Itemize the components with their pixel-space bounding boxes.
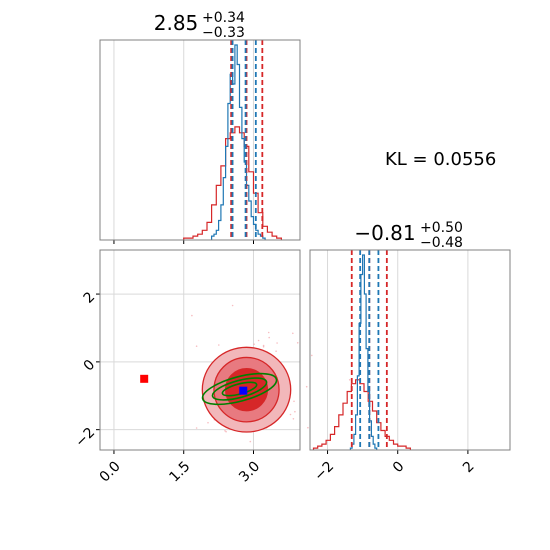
joint-ytick-label-0: −2: [72, 425, 98, 451]
joint-sample-point: [276, 342, 278, 344]
kl-label: KL = 0.0556: [385, 149, 496, 170]
param2-tick-label-2: 2: [460, 458, 478, 476]
param2-tick-label-1: 0: [390, 458, 408, 476]
joint-sample-point: [267, 331, 270, 334]
joint-contour-b-0: [201, 372, 278, 406]
joint-sample-point: [195, 427, 198, 429]
joint-sample-point: [292, 332, 294, 335]
param1-title-minus: −0.33: [202, 25, 245, 41]
joint-sample-point: [253, 343, 255, 346]
joint-sample-point: [257, 339, 260, 342]
joint-sample-point: [218, 344, 220, 346]
joint-sample-point: [294, 410, 296, 413]
param2-title-minus: −0.48: [420, 235, 463, 251]
param1-frame: [99, 39, 301, 241]
joint-xtick-label-1: 1.5: [166, 458, 193, 485]
joint-frame: [99, 249, 301, 451]
param1-title-plus: +0.34: [202, 10, 245, 26]
joint-sample-point: [191, 314, 193, 317]
joint-sample-point: [249, 440, 252, 443]
joint-sample-point: [224, 430, 226, 432]
joint-sample-point: [275, 350, 277, 353]
param2-histogram-panel: −2 0 2: [309, 249, 511, 484]
param1-histogram-panel: [99, 39, 301, 244]
joint-sample-point: [296, 342, 299, 344]
joint-sample-point: [311, 354, 313, 357]
joint-ytick-label-2: 2: [81, 289, 99, 307]
param1-hist-b: [211, 44, 266, 240]
param2-hist-a: [312, 379, 411, 450]
joint-sample-point: [307, 426, 309, 429]
joint-sample-point: [195, 345, 198, 348]
joint-xtick-label-0: 0.0: [97, 458, 124, 485]
joint-marker-b: [239, 386, 248, 395]
joint-ytick-label-1: 0: [81, 357, 99, 375]
joint-scatter-panel: 0.0 1.5 3.0 −2 0 2: [72, 249, 351, 486]
param1-hist-a: [183, 126, 282, 240]
joint-contour-b-1: [211, 377, 268, 401]
joint-sample-point: [225, 430, 227, 433]
param2-title: −0.81: [354, 221, 415, 245]
joint-sample-point: [262, 344, 265, 347]
joint-marker-a: [140, 374, 149, 383]
joint-sample-point: [207, 421, 209, 424]
joint-sample-point: [305, 385, 308, 388]
param1-title: 2.85: [154, 11, 199, 35]
joint-sample-point: [348, 379, 351, 381]
param2-title-main: −0.81: [354, 221, 415, 245]
param2-hist-b: [349, 254, 378, 450]
param1-title-main: 2.85: [154, 11, 199, 35]
joint-sample-point: [262, 346, 265, 348]
joint-sample-point: [292, 418, 295, 420]
param2-frame: [309, 249, 511, 451]
joint-sample-point: [289, 413, 292, 416]
param2-title-plus: +0.50: [420, 220, 463, 236]
joint-xtick-label-2: 3.0: [236, 458, 263, 485]
joint-sample-point: [293, 400, 295, 403]
param2-tick-label-0: −2: [311, 458, 337, 484]
joint-sample-point: [268, 336, 271, 339]
joint-sample-point: [231, 304, 234, 307]
